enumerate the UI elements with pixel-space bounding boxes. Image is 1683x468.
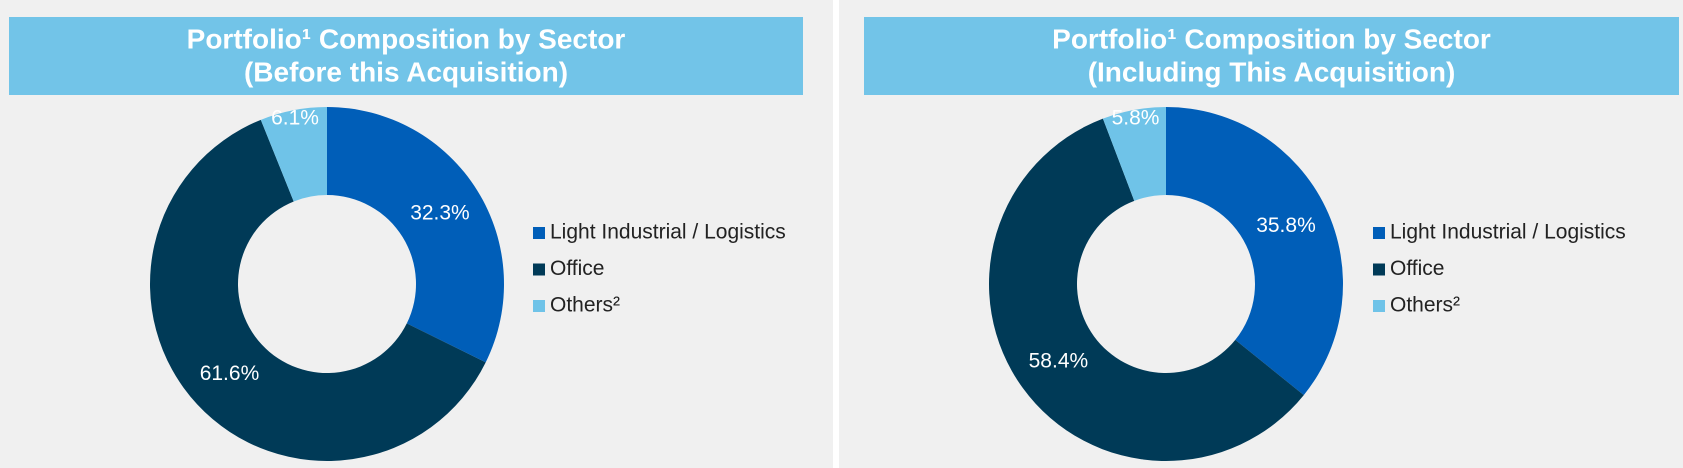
slice <box>989 118 1304 461</box>
legend-label: Light Industrial / Logistics <box>1390 221 1626 244</box>
data-label: 32.3% <box>410 201 470 224</box>
title-banner <box>9 17 803 95</box>
data-label: 58.4% <box>1029 350 1089 373</box>
slice <box>327 107 504 363</box>
chart-subtitle: (Before this Acquisition) <box>244 56 568 87</box>
legend-swatch <box>533 263 545 276</box>
legend-label: Office <box>1390 257 1444 280</box>
chart-title: Portfolio¹ Composition by Sector <box>1052 23 1491 54</box>
legend-label: Office <box>550 257 604 280</box>
data-label: 35.8% <box>1256 214 1316 237</box>
legend-label: Others² <box>550 294 620 317</box>
slice <box>1102 107 1166 201</box>
data-label: 6.1% <box>271 107 319 130</box>
chart-title: Portfolio¹ Composition by Sector <box>187 23 626 54</box>
slice <box>1166 107 1343 396</box>
data-label: 5.8% <box>1112 106 1160 129</box>
legend-swatch <box>1373 263 1385 276</box>
title-banner <box>864 17 1679 95</box>
chart-subtitle: (Including This Acquisition) <box>1088 56 1456 87</box>
legend-label: Others² <box>1390 294 1460 317</box>
data-label: 61.6% <box>200 362 260 385</box>
slice <box>149 119 486 462</box>
legend-swatch <box>533 227 545 239</box>
legend-swatch <box>533 300 545 312</box>
legend-swatch <box>1373 300 1385 312</box>
slice <box>260 107 327 202</box>
legend-label: Light Industrial / Logistics <box>550 221 786 244</box>
legend-swatch <box>1373 227 1385 239</box>
